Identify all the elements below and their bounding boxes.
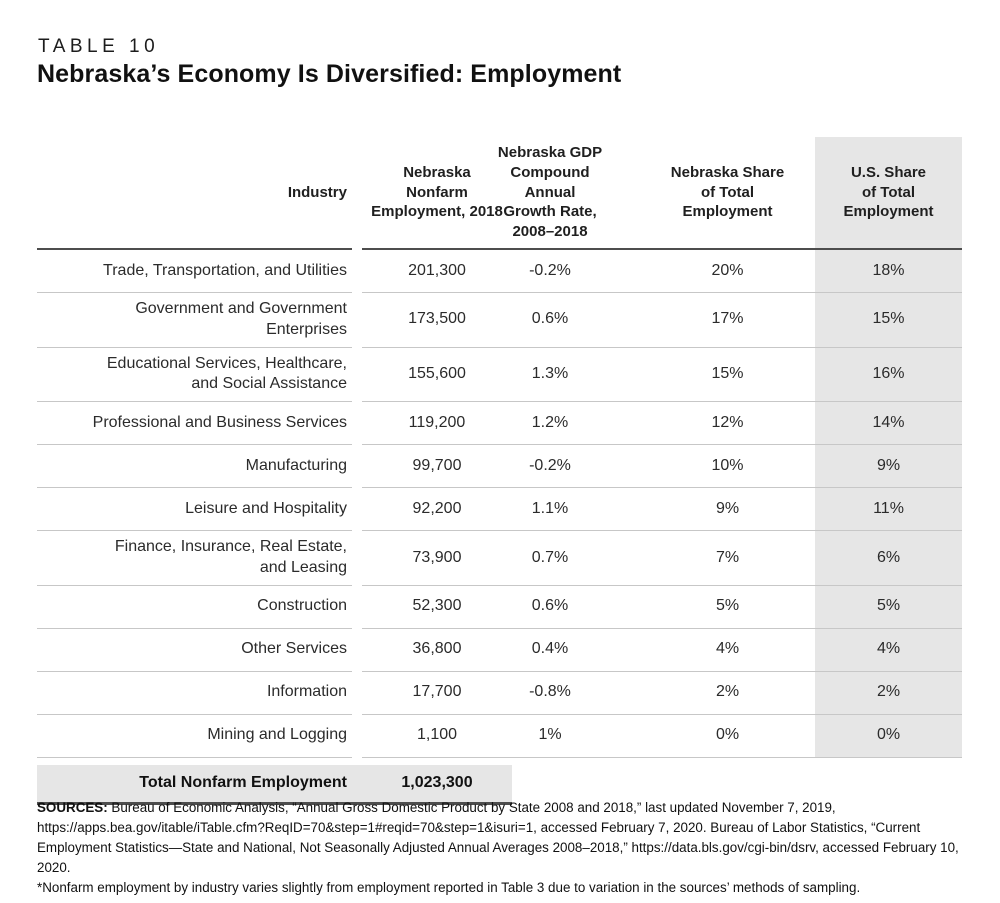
sources-text: Bureau of Economic Analysis, “Annual Gro…: [37, 800, 959, 876]
nebraska-share-cell: 9%: [715, 499, 740, 517]
nebraska-share-cell: 0%: [715, 726, 740, 744]
employment-cell: 119,200: [408, 413, 466, 431]
growth-cell: 0.6%: [531, 597, 569, 615]
total-row: Total Nonfarm Employment 1,023,300: [37, 764, 512, 805]
industry-cell: Other Services: [37, 629, 352, 672]
nebraska-share-cell: 5%: [715, 597, 740, 615]
employment-cell: 173,500: [408, 310, 466, 328]
sampling-note: *Nonfarm employment by industry varies s…: [37, 880, 861, 896]
nebraska-share-cell: 10%: [711, 456, 744, 474]
table-row: Finance, Insurance, Real Estate, and Lea…: [37, 531, 962, 586]
employment-cell: 201,300: [408, 261, 466, 279]
us-share-cell: 5%: [815, 585, 962, 628]
us-share-cell: 9%: [815, 445, 962, 488]
us-share-cell: 14%: [815, 402, 962, 445]
table-row: Mining and Logging 1,100 1% 0% 0%: [37, 714, 962, 758]
employment-cell: 17,700: [412, 683, 462, 701]
nebraska-share-cell: 12%: [711, 413, 744, 431]
sources-footnote: SOURCES: Bureau of Economic Analysis, “A…: [37, 798, 987, 899]
total-label: Total Nonfarm Employment: [139, 774, 347, 792]
nebraska-share-cell: 17%: [711, 310, 744, 328]
table-header-row: Industry Nebraska Nonfarm Employment, 20…: [37, 137, 962, 250]
growth-cell: 1.1%: [531, 499, 569, 517]
industry-cell: Finance, Insurance, Real Estate, and Lea…: [37, 531, 352, 586]
employment-cell: 1,100: [416, 726, 458, 744]
us-share-cell: 15%: [815, 292, 962, 347]
table-row: Government and Government Enterprises 17…: [37, 292, 962, 348]
industry-cell: Information: [37, 672, 352, 715]
header-gdp-growth: Nebraska GDP Compound Annual Growth Rate…: [497, 144, 603, 241]
employment-cell: 99,700: [412, 456, 462, 474]
header-industry: Industry: [37, 137, 352, 250]
industry-cell: Government and Government Enterprises: [37, 293, 352, 348]
nebraska-share-cell: 20%: [711, 261, 744, 279]
us-share-cell: 6%: [815, 531, 962, 585]
nebraska-share-cell: 7%: [715, 548, 740, 566]
growth-cell: 0.4%: [531, 640, 569, 658]
header-nebraska-share: Nebraska Share of Total Employment: [670, 163, 785, 221]
us-share-cell: 4%: [815, 628, 962, 671]
table-row: Educational Services, Healthcare, and So…: [37, 347, 962, 403]
employment-cell: 52,300: [412, 597, 462, 615]
table-row: Leisure and Hospitality 92,200 1.1% 9% 1…: [37, 488, 962, 532]
industry-cell: Mining and Logging: [37, 715, 352, 758]
nebraska-share-cell: 4%: [715, 640, 740, 658]
industry-cell: Construction: [37, 586, 352, 629]
table-row: Construction 52,300 0.6% 5% 5%: [37, 585, 962, 629]
header-us-share: U.S. Share of Total Employment: [815, 137, 962, 248]
employment-cell: 92,200: [412, 499, 462, 517]
nebraska-share-cell: 15%: [711, 364, 744, 382]
growth-cell: -0.8%: [529, 683, 571, 701]
growth-cell: -0.2%: [529, 456, 571, 474]
employment-cell: 36,800: [412, 640, 462, 658]
growth-cell: 0.7%: [531, 548, 569, 566]
us-share-cell: 0%: [815, 714, 962, 757]
table-row: Professional and Business Services 119,2…: [37, 402, 962, 446]
sources-label: SOURCES:: [37, 800, 108, 815]
industry-cell: Leisure and Hospitality: [37, 488, 352, 532]
us-share-cell: 18%: [815, 249, 962, 292]
table-row: Information 17,700 -0.8% 2% 2%: [37, 671, 962, 715]
growth-cell: 1%: [538, 726, 562, 744]
growth-cell: 1.2%: [531, 413, 569, 431]
total-value: 1,023,300: [401, 774, 473, 792]
table-number-label: TABLE 10: [38, 36, 160, 57]
us-share-cell: 2%: [815, 671, 962, 714]
industry-cell: Educational Services, Healthcare, and So…: [37, 348, 352, 403]
nebraska-share-cell: 2%: [715, 683, 740, 701]
table-row: Manufacturing 99,700 -0.2% 10% 9%: [37, 445, 962, 489]
us-share-cell: 11%: [815, 488, 962, 531]
us-share-cell: 16%: [815, 347, 962, 402]
employment-table: Industry Nebraska Nonfarm Employment, 20…: [37, 137, 962, 805]
header-nonfarm-employment: Nebraska Nonfarm Employment, 2018: [371, 163, 503, 221]
growth-cell: 1.3%: [531, 364, 569, 382]
industry-cell: Professional and Business Services: [37, 402, 352, 446]
industry-cell: Trade, Transportation, and Utilities: [37, 250, 352, 293]
growth-cell: -0.2%: [529, 261, 571, 279]
employment-cell: 73,900: [412, 548, 462, 566]
page-title: Nebraska’s Economy Is Diversified: Emplo…: [37, 60, 622, 88]
table-row: Other Services 36,800 0.4% 4% 4%: [37, 628, 962, 672]
employment-cell: 155,600: [408, 364, 466, 382]
industry-cell: Manufacturing: [37, 445, 352, 489]
growth-cell: 0.6%: [531, 310, 569, 328]
table-row: Trade, Transportation, and Utilities 201…: [37, 249, 962, 293]
